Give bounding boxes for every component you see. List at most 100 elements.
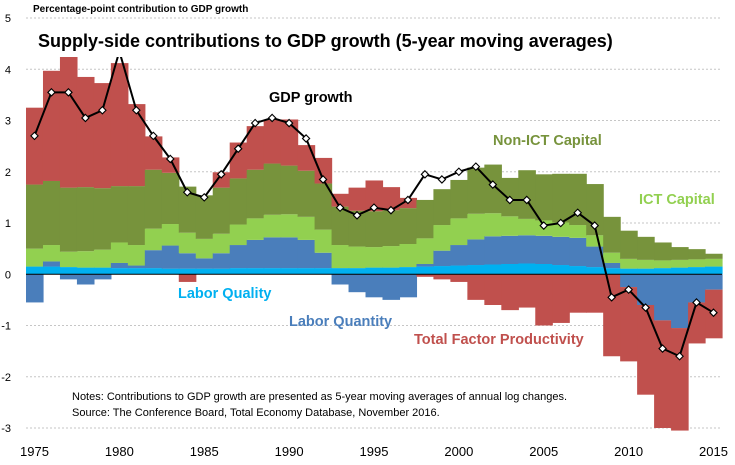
bar-segment [399, 208, 418, 245]
bar-segment [535, 235, 553, 264]
bar-segment [348, 268, 367, 275]
bar-segment [348, 210, 367, 247]
gdp-point [369, 203, 379, 213]
bar-segment [603, 216, 621, 253]
bar-segment [314, 157, 333, 184]
gdp-point [573, 208, 583, 218]
bar-segment [263, 163, 282, 215]
bar-segment [467, 167, 485, 214]
bar-segment [314, 229, 333, 253]
bar-segment [637, 259, 655, 269]
bar-segment [416, 266, 435, 275]
bar-segment [212, 233, 231, 254]
bar-segment [246, 239, 265, 269]
bar-segment [365, 180, 384, 212]
bar-segment [365, 267, 384, 275]
gdp-point [386, 205, 396, 215]
bar-segment [518, 170, 536, 219]
gdp-point [335, 203, 345, 213]
bar-segment [59, 267, 78, 275]
bar-segment [552, 274, 570, 323]
bar-segment [535, 264, 553, 275]
bar-segment [246, 218, 265, 240]
bar-segment [365, 274, 384, 298]
bar-segment [586, 267, 604, 275]
bar-segment [518, 263, 536, 275]
bar-segment [586, 274, 604, 313]
x-tick-label: 2005 [529, 444, 558, 459]
bar-segment [603, 268, 621, 275]
gdp-point [454, 167, 464, 177]
bar-segment [76, 76, 95, 188]
gdp-point [47, 87, 56, 97]
bar-segment [212, 172, 231, 188]
gdp-point [233, 144, 243, 154]
bar-segment [586, 246, 604, 268]
gdp-point [709, 308, 718, 318]
x-axis-ticks: 1975 1980 1985 1990 1995 2000 2005 2010 2015 [20, 444, 728, 459]
bar-segment [93, 274, 112, 280]
bar-segment [501, 264, 519, 275]
bar-segment [399, 267, 418, 275]
bar-segment [195, 238, 214, 259]
bar-segment [620, 268, 638, 275]
bar-segment [654, 242, 672, 261]
labor-quantity-label: Labor Quantity [289, 314, 392, 330]
x-tick-label: 2010 [614, 444, 643, 459]
bar-segment [297, 145, 316, 171]
bar-segment [416, 264, 435, 267]
bar-segment [161, 268, 180, 275]
bar-segment [178, 268, 197, 275]
bar-segment [93, 249, 112, 268]
gdp-point [98, 105, 107, 115]
bar-segment [76, 267, 95, 275]
bar-segment [467, 239, 485, 266]
bar-segment [59, 274, 78, 280]
y-tick-label: 4 [5, 64, 11, 76]
bar-segment [229, 245, 248, 269]
y-tick-label: -1 [1, 321, 11, 333]
bar-segment [654, 320, 672, 428]
gdp-point [318, 175, 328, 184]
bar-segment [26, 107, 44, 185]
bar-segment [484, 164, 502, 214]
bar-segment [76, 187, 95, 252]
bar-segment [314, 252, 333, 269]
bar-segment [552, 265, 570, 275]
bar-segment [263, 268, 282, 275]
gdp-point [471, 162, 481, 172]
bar-segment [212, 268, 231, 275]
bar-segment [331, 245, 350, 269]
x-tick-label: 2015 [699, 444, 728, 459]
bar-segment [331, 268, 350, 275]
bar-segment [603, 274, 621, 357]
bar-segment [26, 274, 44, 303]
bar-segment [229, 268, 248, 275]
x-tick-label: 1985 [190, 444, 219, 459]
bar-segment [195, 258, 214, 269]
gdp-point [556, 218, 566, 228]
bar-segment [110, 63, 129, 187]
bar-segment [569, 225, 587, 238]
bar-segment [637, 305, 655, 395]
bar-segment [76, 251, 95, 268]
bar-segment [297, 216, 316, 240]
bar-segment [178, 186, 197, 233]
bar-segment [688, 249, 706, 260]
bar-segment [569, 274, 587, 313]
bar-segment [144, 136, 163, 170]
bar-segment [26, 248, 44, 267]
gdp-point [488, 180, 498, 189]
gdp-point [216, 169, 226, 179]
bar-segment [654, 268, 672, 275]
bar-segment [42, 180, 61, 246]
bar-segment [433, 250, 451, 267]
bar-segment [246, 169, 265, 219]
bar-segment [229, 224, 248, 246]
gdp-point [64, 87, 73, 97]
bar-segment [654, 260, 672, 269]
bar-segment [450, 274, 468, 282]
bar-segment [42, 261, 61, 267]
gdp-point [81, 113, 90, 123]
